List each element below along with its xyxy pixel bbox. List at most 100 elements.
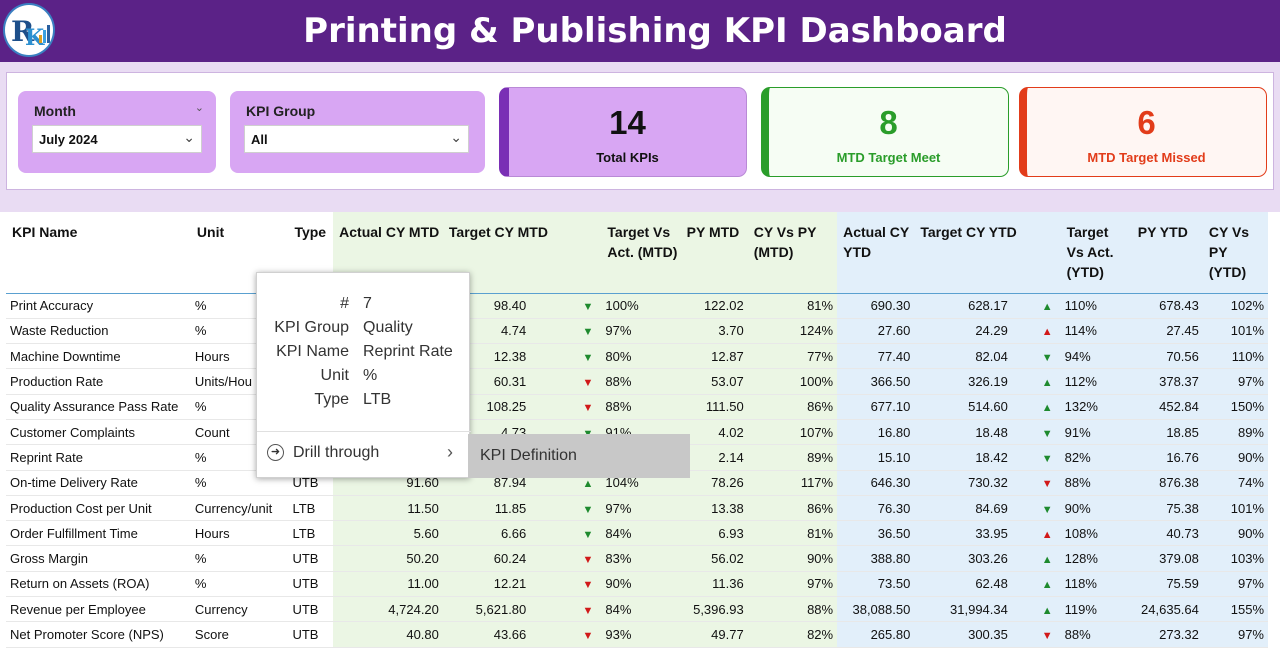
cy-vs-py-ytd-cell: 101%	[1202, 495, 1268, 522]
chevron-down-icon: ⌄	[183, 129, 195, 145]
actual-cy-ytd-cell: 15.10	[837, 444, 915, 471]
svg-text:K: K	[25, 25, 45, 51]
cy-vs-py-ytd-cell: 97%	[1202, 571, 1268, 598]
table-row[interactable]: Return on Assets (ROA)% UTB 11.00 12.21 ▼ 90%…	[6, 571, 1268, 598]
col-target-cy-ytd[interactable]: Target CY YTD	[914, 212, 1061, 294]
total-kpis-card: 14 Total KPIs	[499, 87, 747, 177]
actual-cy-ytd-cell: 388.80	[837, 545, 915, 572]
target-vs-act-ytd-cell: 94%	[1060, 343, 1132, 370]
py-mtd-cell: 6.93	[680, 520, 748, 547]
target-cy-ytd-cell: 303.26	[914, 545, 1012, 572]
actual-cy-ytd-cell: 73.50	[837, 571, 915, 598]
py-mtd-cell: 78.26	[680, 470, 748, 496]
triangle-down-green-icon: ▼	[583, 428, 594, 440]
row-tooltip: #7 KPI Group Quality KPI Name Reprint Rate…	[256, 272, 471, 478]
col-kpi-name[interactable]: KPI Name	[6, 212, 191, 294]
py-mtd-cell: 5,396.93	[680, 596, 748, 623]
table-row[interactable]: Net Promoter Score (NPS) Score UTB 40.80 43.…	[6, 621, 1268, 648]
cy-vs-py-mtd-cell: 97%	[747, 571, 838, 598]
py-ytd-cell: 70.56	[1131, 343, 1203, 370]
py-ytd-cell: 378.37	[1131, 368, 1203, 395]
target-vs-act-mtd-cell: 97%	[601, 318, 681, 345]
target-vs-act-ytd-cell: 90%	[1060, 495, 1132, 522]
drill-through-menu-item[interactable]: ➜ Drill through ›	[257, 439, 471, 469]
py-mtd-cell: 3.70	[680, 318, 748, 345]
col-target-vs-act-ytd[interactable]: Target Vs Act. (YTD)	[1060, 212, 1132, 294]
table-row[interactable]: Print Accuracy% 98.40 ▼ 100% 122.02 81% 690.30…	[6, 293, 1268, 319]
filter-card-panel: Month ⌄ July 2024 ⌄ KPI Group All ⌄ 14 T…	[6, 72, 1274, 190]
target-cy-ytd-cell: 300.35	[914, 621, 1012, 648]
status-indicator: ▲	[1011, 394, 1061, 420]
mtd-missed-value: 6	[1137, 104, 1156, 141]
month-dropdown[interactable]: July 2024 ⌄	[32, 125, 202, 153]
svg-text:R: R	[11, 15, 35, 48]
triangle-up-green-icon: ▲	[582, 478, 594, 491]
status-indicator: ▲	[1011, 318, 1061, 345]
target-vs-act-mtd-cell: 84%	[601, 520, 681, 547]
triangle-down-green-icon: ▼	[582, 301, 594, 314]
cy-vs-py-mtd-cell: 81%	[747, 293, 838, 319]
actual-cy-mtd-cell: 40.80	[333, 621, 443, 648]
target-cy-ytd-cell: 82.04	[914, 343, 1012, 370]
table-row[interactable]: Revenue per Employee Currency UTB 4,724.20 5…	[6, 596, 1268, 623]
status-indicator: ▼	[530, 596, 602, 623]
col-cy-vs-py-mtd[interactable]: CY Vs PY (MTD)	[747, 212, 838, 294]
actual-cy-ytd-cell: 16.80	[837, 419, 915, 446]
table-row[interactable]: Production Cost per Unit Currency/unit LTB…	[6, 495, 1268, 522]
actual-cy-ytd-cell: 77.40	[837, 343, 915, 370]
kpi-group-dropdown[interactable]: All ⌄	[244, 125, 469, 153]
mtd-target-missed-card: 6 MTD Target Missed	[1019, 87, 1267, 177]
table-row[interactable]: Order Fulfillment Time Hours LTB 5.60 6.66 ▼ 8…	[6, 520, 1268, 547]
tooltip-field: Type LTB	[314, 391, 392, 408]
actual-cy-ytd-cell: 36.50	[837, 520, 915, 547]
cy-vs-py-ytd-cell: 150%	[1202, 394, 1268, 420]
target-cy-mtd-cell: 6.66	[442, 520, 531, 547]
drill-through-label: Drill through	[293, 444, 380, 461]
tooltip-field: #7	[340, 295, 372, 312]
table-row[interactable]: Gross Margin% UTB 50.20 60.24 ▼ 83% 56.02 90% 38…	[6, 545, 1268, 572]
table-row[interactable]: Waste Reduction% 4.74 ▼ 97% 3.70 124% 27.60 24.…	[6, 318, 1268, 345]
col-py-mtd[interactable]: PY MTD	[680, 212, 748, 294]
py-ytd-cell: 379.08	[1131, 545, 1203, 572]
triangle-down-red-icon: ▼	[1041, 478, 1053, 491]
status-indicator: ▼	[530, 293, 602, 319]
col-py-ytd[interactable]: PY YTD	[1131, 212, 1203, 294]
target-vs-act-mtd-cell: 80%	[601, 343, 681, 370]
kpi-group-value: All	[251, 132, 268, 147]
table-row[interactable]: Quality Assurance Pass Rate% 108.25 ▼ 88% 11…	[6, 394, 1268, 420]
kpi-definition-menu-item[interactable]: KPI Definition	[468, 434, 690, 478]
col-target-vs-act-mtd[interactable]: Target Vs Act. (MTD)	[601, 212, 681, 294]
status-indicator: ▼	[530, 495, 602, 522]
target-cy-ytd-cell: 62.48	[914, 571, 1012, 598]
status-indicator: ▼	[1011, 621, 1061, 648]
py-ytd-cell: 273.32	[1131, 621, 1203, 648]
kpi-name-cell: Customer Complaints	[6, 419, 191, 446]
cy-vs-py-ytd-cell: 90%	[1202, 444, 1268, 471]
status-indicator: ▼	[1011, 419, 1061, 446]
status-indicator: ▼	[530, 368, 602, 395]
target-cy-ytd-cell: 326.19	[914, 368, 1012, 395]
target-vs-act-ytd-cell: 88%	[1060, 470, 1132, 496]
col-cy-vs-py-ytd[interactable]: CY Vs PY (YTD)	[1202, 212, 1268, 294]
target-cy-mtd-cell: 11.85	[442, 495, 531, 522]
py-ytd-cell: 75.38	[1131, 495, 1203, 522]
chevron-down-icon[interactable]: ⌄	[194, 102, 204, 114]
cy-vs-py-mtd-cell: 88%	[747, 596, 838, 623]
py-mtd-cell: 13.38	[680, 495, 748, 522]
unit-cell: %	[190, 571, 289, 598]
tooltip-divider	[257, 431, 471, 432]
kpi-name-cell: Net Promoter Score (NPS)	[6, 621, 191, 648]
actual-cy-ytd-cell: 265.80	[837, 621, 915, 648]
col-actual-cy-ytd[interactable]: Actual CY YTD	[837, 212, 915, 294]
target-vs-act-mtd-cell: 97%	[601, 495, 681, 522]
target-vs-act-ytd-cell: 82%	[1060, 444, 1132, 471]
target-vs-act-ytd-cell: 119%	[1060, 596, 1132, 623]
table-row[interactable]: Machine Downtime Hours 12.38 ▼ 80% 12.87 77% 77…	[6, 343, 1268, 370]
target-vs-act-mtd-cell: 100%	[601, 293, 681, 319]
table-row[interactable]: Production Rate Units/Hou 60.31 ▼ 88% 53.07 10…	[6, 368, 1268, 395]
status-indicator: ▼	[530, 621, 602, 648]
cy-vs-py-ytd-cell: 101%	[1202, 318, 1268, 345]
target-cy-mtd-cell: 43.66	[442, 621, 531, 648]
cy-vs-py-ytd-cell: 74%	[1202, 470, 1268, 496]
cy-vs-py-mtd-cell: 77%	[747, 343, 838, 370]
